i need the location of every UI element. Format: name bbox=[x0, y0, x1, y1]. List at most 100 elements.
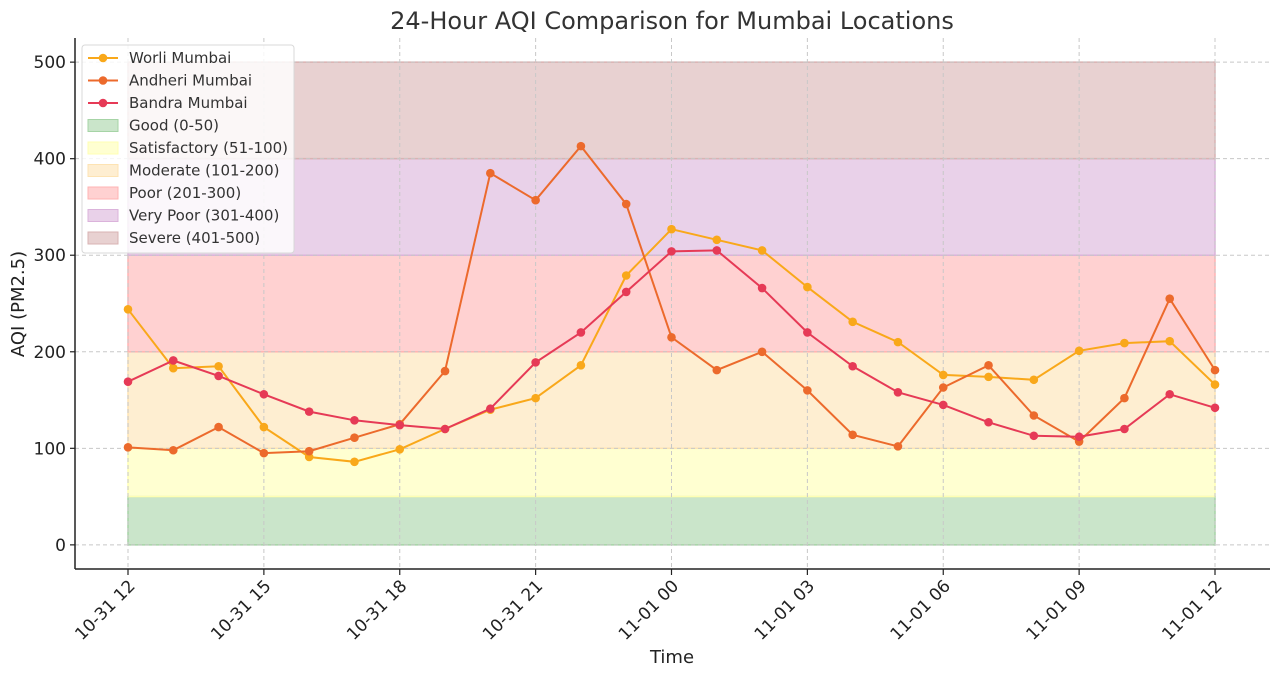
data-point bbox=[667, 332, 676, 342]
legend-label: Satisfactory (51-100) bbox=[129, 139, 288, 157]
data-point bbox=[168, 356, 178, 365]
legend-box bbox=[81, 44, 295, 254]
data-point bbox=[803, 282, 812, 292]
data-point bbox=[350, 457, 359, 467]
legend-label: Worli Mumbai bbox=[129, 49, 231, 67]
data-point bbox=[938, 400, 948, 410]
data-point bbox=[984, 360, 993, 370]
data-point bbox=[621, 271, 631, 280]
data-point bbox=[621, 287, 631, 297]
data-point bbox=[803, 328, 812, 337]
data-point bbox=[214, 371, 223, 381]
data-point bbox=[1029, 431, 1039, 441]
data-point bbox=[259, 448, 269, 458]
data-point bbox=[803, 386, 812, 395]
data-point bbox=[576, 328, 586, 337]
data-point bbox=[1210, 365, 1220, 375]
data-point bbox=[1165, 389, 1175, 399]
data-point bbox=[757, 246, 767, 255]
x-tick-label: 10-31 21 bbox=[479, 576, 547, 644]
data-point bbox=[576, 141, 586, 151]
data-point bbox=[712, 365, 722, 375]
data-point bbox=[531, 358, 540, 367]
legend-band-swatch bbox=[87, 186, 119, 200]
data-point bbox=[621, 199, 631, 209]
data-point bbox=[848, 361, 857, 371]
x-tick-label: 10-31 12 bbox=[71, 576, 139, 644]
legend: Worli Mumbai Andheri Mumbai Bandra Mumbai G… bbox=[81, 44, 295, 254]
data-point bbox=[486, 168, 495, 178]
data-point bbox=[259, 389, 269, 399]
legend-band-swatch bbox=[87, 231, 119, 245]
data-point bbox=[123, 304, 133, 314]
x-axis-label: Time bbox=[649, 647, 694, 668]
legend-label: Severe (401-500) bbox=[129, 229, 260, 247]
x-tick-label: 11-01 06 bbox=[887, 576, 955, 644]
data-point bbox=[757, 283, 767, 293]
axes bbox=[74, 38, 1270, 570]
data-point bbox=[848, 317, 857, 327]
chart-title: 24-Hour AQI Comparison for Mumbai Locati… bbox=[390, 7, 954, 35]
data-point bbox=[1120, 338, 1129, 348]
data-point bbox=[123, 443, 133, 452]
series-1 bbox=[123, 141, 1220, 458]
data-point bbox=[304, 446, 314, 456]
x-tick-label: 10-31 15 bbox=[207, 576, 275, 644]
data-point bbox=[304, 407, 314, 416]
data-point bbox=[531, 195, 540, 205]
x-tick-label: 11-01 12 bbox=[1158, 576, 1226, 644]
legend-band-swatch bbox=[87, 141, 119, 155]
data-point bbox=[757, 347, 767, 357]
data-point bbox=[1029, 375, 1039, 385]
data-point bbox=[1210, 380, 1220, 389]
data-point bbox=[938, 370, 948, 380]
data-point bbox=[531, 393, 540, 403]
legend-label: Bandra Mumbai bbox=[129, 94, 248, 112]
data-point bbox=[123, 377, 133, 387]
data-point bbox=[1120, 393, 1129, 403]
data-point bbox=[350, 433, 359, 442]
legend-label: Poor (201-300) bbox=[129, 184, 241, 202]
data-point bbox=[576, 360, 586, 370]
y-tick-label: 400 bbox=[34, 150, 66, 170]
legend-band-swatch bbox=[87, 209, 119, 222]
series-2 bbox=[123, 246, 1220, 442]
x-tick-label: 11-01 09 bbox=[1022, 576, 1090, 644]
data-point bbox=[893, 337, 903, 347]
data-point bbox=[1165, 336, 1175, 346]
aqi-bands bbox=[127, 61, 1216, 546]
data-point bbox=[893, 388, 903, 397]
y-tick-label: 200 bbox=[34, 343, 66, 363]
data-point bbox=[938, 383, 948, 392]
x-tick-label: 10-31 18 bbox=[343, 576, 411, 644]
data-point bbox=[712, 246, 722, 255]
legend-label: Good (0-50) bbox=[129, 117, 219, 135]
data-point bbox=[1165, 294, 1175, 303]
y-tick-label: 500 bbox=[34, 53, 66, 73]
data-point bbox=[395, 444, 405, 454]
data-point bbox=[440, 424, 450, 434]
data-point bbox=[168, 445, 178, 455]
legend-label: Andheri Mumbai bbox=[129, 72, 252, 90]
legend-label: Very Poor (301-400) bbox=[129, 207, 279, 225]
data-point bbox=[1074, 432, 1084, 442]
data-point bbox=[440, 366, 450, 376]
data-point bbox=[984, 372, 993, 382]
series-lines bbox=[123, 141, 1220, 467]
y-tick-label: 300 bbox=[34, 246, 66, 266]
data-point bbox=[712, 235, 722, 245]
legend-band-swatch bbox=[87, 119, 119, 132]
data-point bbox=[259, 422, 269, 432]
data-point bbox=[848, 430, 857, 440]
data-point bbox=[893, 442, 903, 451]
data-point bbox=[1074, 346, 1084, 356]
legend-band-swatch bbox=[87, 164, 119, 177]
legend-marker bbox=[98, 53, 108, 63]
data-point bbox=[1029, 411, 1039, 420]
data-point bbox=[486, 404, 495, 414]
data-point bbox=[214, 422, 223, 432]
y-tick-label: 0 bbox=[55, 536, 66, 556]
data-point bbox=[1120, 424, 1129, 434]
x-tick-label: 11-01 03 bbox=[751, 576, 819, 644]
